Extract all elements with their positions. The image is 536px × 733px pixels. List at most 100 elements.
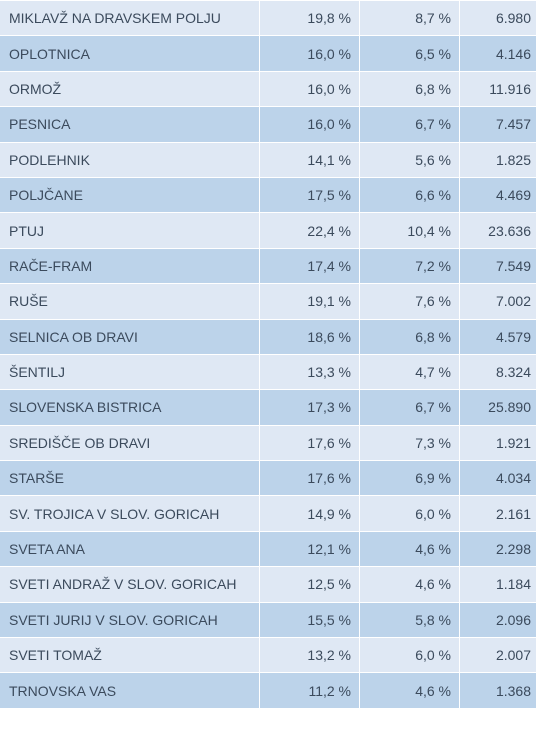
percentage-1: 17,3 % [260,390,360,425]
count-value: 1.921 [495,434,531,451]
municipality-name: PTUJ [0,213,260,248]
municipality-name: SVETI JURIJ V SLOV. GORICAH [0,602,260,638]
table-row: OPLOTNICA 16,0 % 6,5 % 4.146 [0,36,536,72]
municipality-name: SREDIŠČE OB DRAVI [0,425,260,461]
municipality-name: PESNICA [0,107,260,142]
municipality-name: SVETI ANDRAŽ V SLOV. GORICAH [0,567,260,602]
percentage-1: 17,6 % [260,461,360,496]
count-value: 4.034 [495,470,531,487]
percentage-2: 4,6 % [360,531,460,567]
table-row: SVETI ANDRAŽ V SLOV. GORICAH 12,5 % 4,6 … [0,567,536,603]
percentage-1: 19,8 % [260,1,360,36]
percentage-1: 22,4 % [260,213,360,248]
table-row: ORMOŽ 16,0 % 6,8 % 11.916 [0,71,536,108]
table-row: SREDIŠČE OB DRAVI 17,6 % 7,3 % 1.921 [0,425,536,462]
percentage-2: 5,6 % [360,142,460,177]
municipality-name: SELNICA OB DRAVI [0,319,260,354]
percentage-2: 6,7 % [360,107,460,142]
percentage-2: 4,7 % [360,354,460,390]
table-row: TRNOVSKA VAS 11,2 % 4,6 % 1.368 [0,673,536,709]
count-value: 25.890 [488,399,531,416]
table-row: PESNICA 16,0 % 6,7 % 7.457 [0,107,536,143]
table-row: POLJČANE 17,5 % 6,6 % 4.469 [0,177,536,214]
percentage-2: 6,0 % [360,496,460,531]
percentage-2: 6,7 % [360,390,460,425]
table-row: ŠENTILJ 13,3 % 4,7 % 8.324 [0,354,536,391]
municipality-name: MIKLAVŽ NA DRAVSKEM POLJU [0,1,260,36]
table-row: PODLEHNIK 14,1 % 5,6 % 1.825 [0,142,536,178]
percentage-2: 8,7 % [360,1,460,36]
table-row: SELNICA OB DRAVI 18,6 % 6,8 % 4.579 [0,319,536,355]
municipality-name: RAČE-FRAM [0,248,260,284]
count-value: 6.980 [495,10,531,27]
table-row: RAČE-FRAM 17,4 % 7,2 % 7.549 [0,248,536,285]
table-row: SVETA ANA 12,1 % 4,6 % 2.298 [0,531,536,568]
percentage-2: 6,9 % [360,461,460,496]
percentage-1: 16,0 % [260,36,360,71]
percentage-2: 6,5 % [360,36,460,71]
municipality-name: ORMOŽ [0,71,260,107]
municipality-name: SLOVENSKA BISTRICA [0,390,260,425]
table-row: PTUJ 22,4 % 10,4 % 23.636 [0,213,536,249]
count-value: 4.469 [495,187,531,204]
percentage-1: 13,2 % [260,638,360,673]
percentage-1: 12,1 % [260,531,360,567]
percentage-1: 11,2 % [260,673,360,708]
count-value: 11.916 [489,80,531,97]
percentage-1: 18,6 % [260,319,360,354]
count-value: 4.146 [495,45,531,62]
percentage-2: 5,8 % [360,602,460,638]
percentage-1: 12,5 % [260,567,360,602]
table-row: SVETI TOMAŽ 13,2 % 6,0 % 2.007 [0,638,536,674]
count-value: 4.579 [495,328,531,345]
municipality-name: SVETA ANA [0,531,260,567]
percentage-2: 4,6 % [360,567,460,602]
municipality-name: OPLOTNICA [0,36,260,71]
percentage-2: 7,6 % [360,284,460,319]
percentage-2: 10,4 % [360,213,460,248]
count-value: 1.184 [495,576,531,593]
percentage-1: 17,6 % [260,425,360,461]
percentage-1: 14,9 % [260,496,360,531]
count-value: 2.007 [495,647,531,664]
count-value: 2.298 [495,541,531,558]
municipality-name: STARŠE [0,461,260,496]
percentage-1: 15,5 % [260,602,360,638]
count-value: 7.549 [495,257,531,274]
table-row: SLOVENSKA BISTRICA 17,3 % 6,7 % 25.890 [0,390,536,426]
percentage-2: 4,6 % [360,673,460,708]
count-value: 7.457 [495,116,531,133]
percentage-2: 6,0 % [360,638,460,673]
count-value: 23.636 [488,222,531,239]
municipality-name: RUŠE [0,284,260,319]
count-value: 8.324 [495,364,531,381]
table-row: STARŠE 17,6 % 6,9 % 4.034 [0,461,536,497]
percentage-2: 6,8 % [360,319,460,354]
percentage-1: 14,1 % [260,142,360,177]
percentage-2: 7,3 % [360,425,460,461]
count-value: 7.002 [495,293,531,310]
municipality-name: TRNOVSKA VAS [0,673,260,708]
count-value: 2.096 [495,611,531,628]
count-value: 1.825 [495,151,531,168]
municipality-table: MIKLAVŽ NA DRAVSKEM POLJU 19,8 % 8,7 % 6… [0,0,536,709]
table-row: SVETI JURIJ V SLOV. GORICAH 15,5 % 5,8 %… [0,602,536,639]
count-value: 1.368 [495,682,531,699]
percentage-2: 6,8 % [360,71,460,107]
percentage-1: 19,1 % [260,284,360,319]
percentage-1: 13,3 % [260,354,360,390]
percentage-1: 17,5 % [260,177,360,213]
table-row: MIKLAVŽ NA DRAVSKEM POLJU 19,8 % 8,7 % 6… [0,1,536,37]
percentage-2: 6,6 % [360,177,460,213]
table-row: RUŠE 19,1 % 7,6 % 7.002 [0,284,536,320]
percentage-1: 16,0 % [260,107,360,142]
municipality-name: SVETI TOMAŽ [0,638,260,673]
municipality-name: POLJČANE [0,177,260,213]
percentage-1: 16,0 % [260,71,360,107]
municipality-name: SV. TROJICA V SLOV. GORICAH [0,496,260,531]
municipality-name: PODLEHNIK [0,142,260,177]
table-row: SV. TROJICA V SLOV. GORICAH 14,9 % 6,0 %… [0,496,536,532]
municipality-name: ŠENTILJ [0,354,260,390]
percentage-2: 7,2 % [360,248,460,284]
percentage-1: 17,4 % [260,248,360,284]
